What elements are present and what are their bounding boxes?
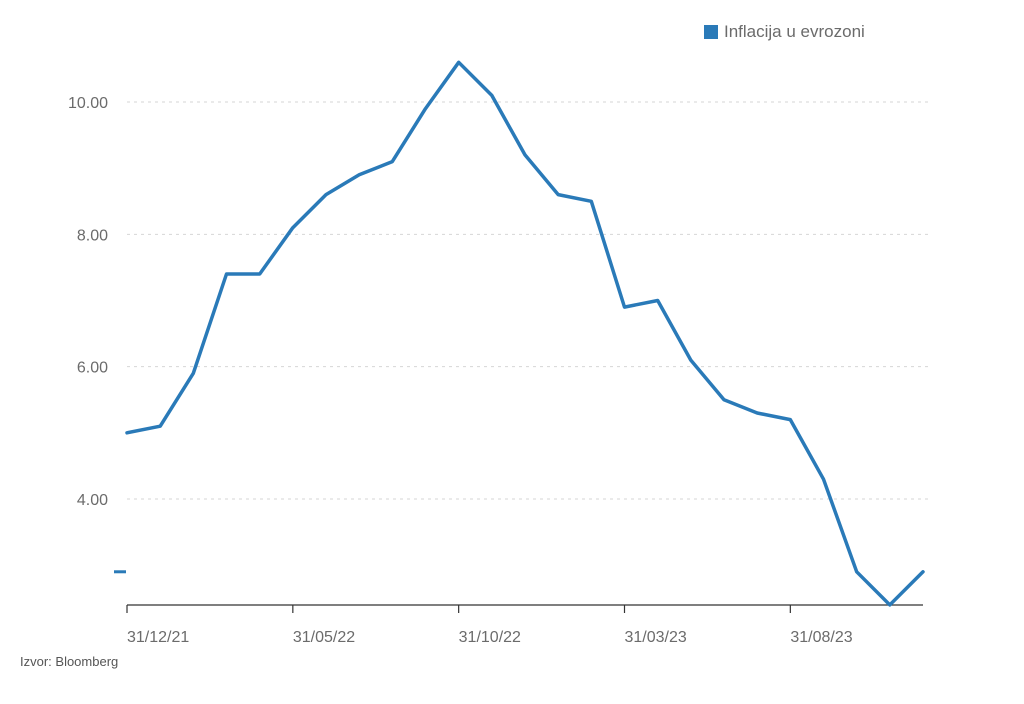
legend-label: Inflacija u evrozoni [724, 22, 865, 41]
x-tick-label: 31/08/23 [790, 629, 852, 646]
y-tick-label: 8.00 [77, 227, 108, 244]
x-tick-label: 31/05/22 [293, 629, 355, 646]
y-tick-label: 4.00 [77, 492, 108, 509]
source-note: Izvor: Bloomberg [20, 654, 119, 669]
legend-swatch [704, 25, 718, 39]
chart-legend: Inflacija u evrozoni [704, 22, 865, 42]
series-line-inflacija [125, 60, 925, 607]
x-tick-label: 31/03/23 [625, 629, 687, 646]
gridlines [127, 101, 928, 500]
x-axis-ticks: 31/12/21 31/05/22 31/10/22 31/03/23 31/08/23 [126, 605, 853, 646]
x-tick-label: 31/12/21 [127, 629, 189, 646]
y-tick-label: 6.00 [77, 360, 108, 377]
y-axis-ticks: 4.00 6.00 8.00 10.00 [68, 95, 108, 509]
x-tick-label: 31/10/22 [459, 629, 521, 646]
y-tick-label: 10.00 [68, 95, 108, 112]
